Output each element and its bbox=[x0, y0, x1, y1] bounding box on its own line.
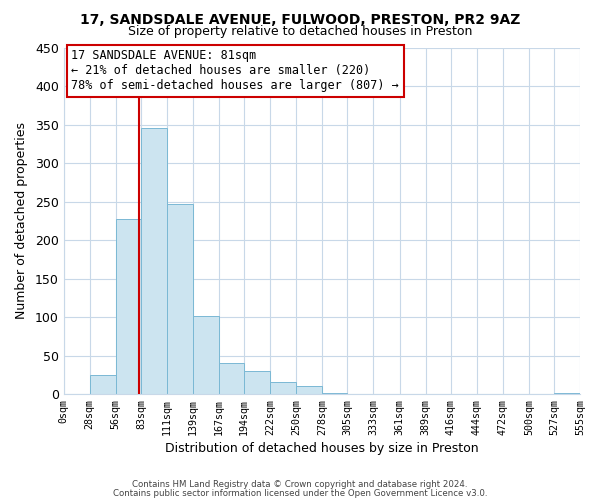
Bar bbox=[219, 364, 244, 394]
Bar bbox=[193, 316, 219, 394]
Bar bbox=[296, 386, 322, 394]
Text: Contains HM Land Registry data © Crown copyright and database right 2024.: Contains HM Land Registry data © Crown c… bbox=[132, 480, 468, 489]
Bar bbox=[244, 371, 270, 394]
Bar bbox=[90, 375, 116, 394]
Bar bbox=[167, 204, 193, 394]
Bar bbox=[322, 392, 347, 394]
Text: 17 SANDSDALE AVENUE: 81sqm
← 21% of detached houses are smaller (220)
78% of sem: 17 SANDSDALE AVENUE: 81sqm ← 21% of deta… bbox=[71, 49, 399, 92]
Bar bbox=[270, 382, 296, 394]
Y-axis label: Number of detached properties: Number of detached properties bbox=[15, 122, 28, 320]
Text: Contains public sector information licensed under the Open Government Licence v3: Contains public sector information licen… bbox=[113, 488, 487, 498]
Bar bbox=[116, 218, 141, 394]
Text: 17, SANDSDALE AVENUE, FULWOOD, PRESTON, PR2 9AZ: 17, SANDSDALE AVENUE, FULWOOD, PRESTON, … bbox=[80, 12, 520, 26]
Text: Size of property relative to detached houses in Preston: Size of property relative to detached ho… bbox=[128, 25, 472, 38]
X-axis label: Distribution of detached houses by size in Preston: Distribution of detached houses by size … bbox=[165, 442, 479, 455]
Bar bbox=[141, 128, 167, 394]
